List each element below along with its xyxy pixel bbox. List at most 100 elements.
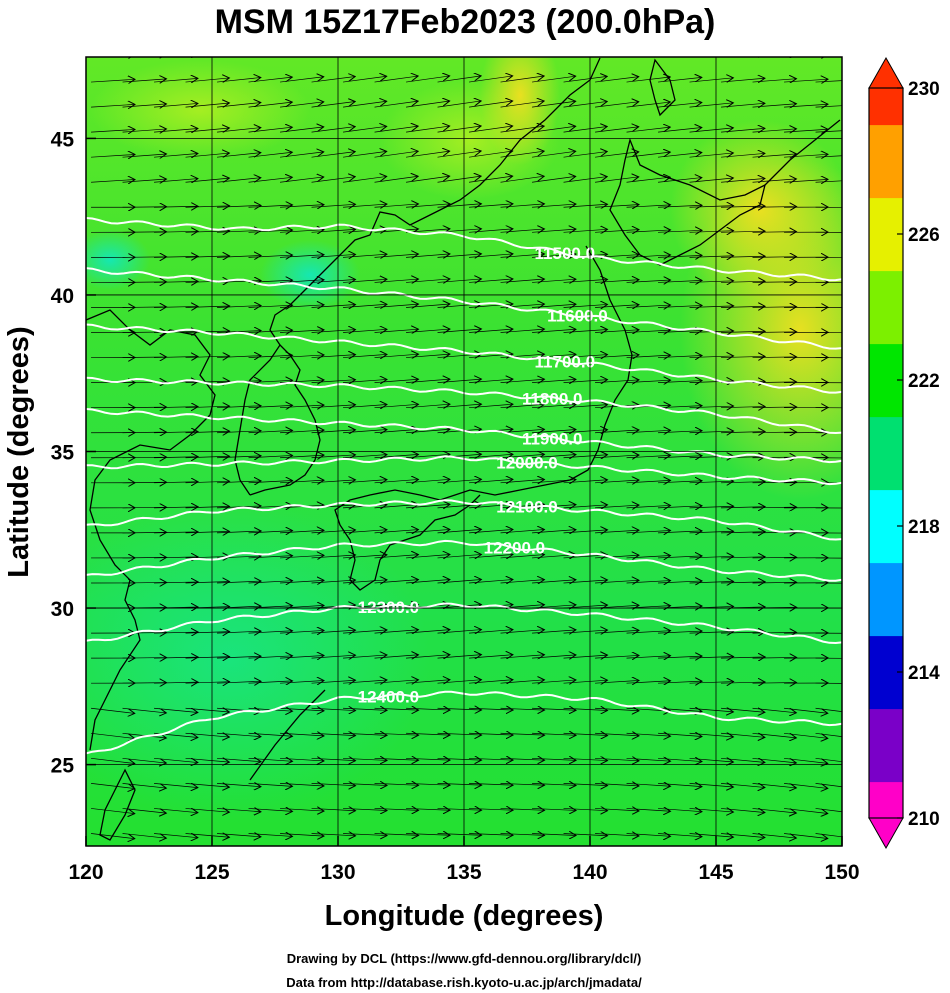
colorbar-segment bbox=[869, 745, 903, 764]
wind-vector bbox=[469, 479, 513, 482]
wind-vector bbox=[594, 127, 639, 133]
wind-vector bbox=[468, 151, 513, 158]
wind-vector bbox=[217, 153, 261, 158]
wind-vector bbox=[689, 406, 734, 408]
wind-vector bbox=[217, 178, 261, 183]
wind-vector bbox=[154, 432, 198, 433]
x-axis: 120 125 130 135 140 145 150 bbox=[68, 836, 860, 884]
wind-vector bbox=[343, 655, 387, 658]
wind-vector bbox=[311, 580, 356, 583]
wind-vector bbox=[500, 783, 545, 785]
wind-vector bbox=[406, 529, 450, 532]
wind-vector bbox=[689, 531, 734, 533]
wind-vector bbox=[406, 329, 450, 332]
wind-vector bbox=[248, 783, 293, 786]
wind-vector bbox=[595, 630, 639, 633]
colorbar-segment bbox=[869, 489, 903, 509]
plot-area: 11500.0 11600.0 11700.0 11800.0 11900.0 12000… bbox=[86, 57, 842, 846]
wind-vector bbox=[626, 758, 671, 761]
wind-vector bbox=[437, 708, 482, 710]
colorbar-segment bbox=[869, 599, 903, 618]
wind-vector bbox=[154, 281, 198, 282]
wind-vector bbox=[248, 230, 293, 232]
wind-vector bbox=[563, 279, 608, 282]
colorbar-frame bbox=[868, 87, 904, 819]
wind-vector bbox=[500, 758, 545, 760]
wind-vector bbox=[532, 580, 576, 583]
wind-vector bbox=[815, 732, 842, 737]
wind-vector bbox=[437, 429, 482, 433]
wind-vector bbox=[563, 204, 608, 207]
wind-vector bbox=[217, 833, 261, 836]
wind-vector bbox=[563, 57, 567, 58]
wind-vector bbox=[311, 783, 356, 785]
warm-region bbox=[670, 120, 842, 300]
wind-vector bbox=[343, 480, 387, 483]
wind-vector bbox=[500, 429, 545, 432]
wind-vector bbox=[343, 304, 387, 307]
wind-vector bbox=[217, 331, 261, 333]
wind-vector bbox=[311, 733, 356, 735]
credit-data: Data from http://database.rish.kyoto-u.a… bbox=[286, 975, 642, 990]
wind-vector bbox=[311, 630, 356, 633]
wind-vector bbox=[405, 101, 450, 108]
wind-vector bbox=[311, 480, 356, 483]
colorbar-tick-label: 226 bbox=[908, 225, 940, 246]
wind-vector bbox=[279, 152, 324, 158]
wind-vector bbox=[595, 708, 639, 711]
wind-vector bbox=[626, 480, 671, 482]
wind-vector bbox=[343, 605, 387, 608]
wind-vector bbox=[280, 708, 324, 711]
wind-vector bbox=[280, 733, 324, 736]
wind-vector bbox=[154, 582, 198, 583]
wind-vector bbox=[469, 57, 472, 58]
wind-vector bbox=[406, 204, 450, 207]
wind-vector bbox=[532, 783, 576, 785]
wind-vector bbox=[563, 430, 608, 433]
wind-vector bbox=[374, 354, 419, 357]
wind-vector bbox=[90, 707, 135, 713]
wind-vector bbox=[532, 304, 576, 307]
wind-vector bbox=[658, 356, 702, 358]
wind-vector bbox=[248, 581, 293, 583]
wind-vector bbox=[626, 152, 671, 158]
wind-vector bbox=[343, 680, 387, 683]
wind-vector bbox=[563, 555, 608, 558]
wind-vector bbox=[280, 833, 324, 836]
wind-vector bbox=[311, 680, 356, 683]
contour-label: 11700.0 bbox=[535, 352, 596, 371]
wind-vector bbox=[374, 783, 419, 785]
y-tick-label: 30 bbox=[51, 598, 74, 621]
wind-vector bbox=[626, 656, 671, 658]
wind-vector bbox=[469, 229, 513, 232]
wind-vector bbox=[342, 101, 387, 108]
wind-vector bbox=[783, 757, 828, 763]
wind-vector bbox=[248, 808, 293, 811]
wind-vector bbox=[122, 783, 167, 788]
wind-vector bbox=[658, 205, 702, 207]
wind-vector bbox=[406, 229, 450, 232]
colorbar-segment bbox=[869, 179, 903, 199]
wind-vector bbox=[343, 329, 387, 332]
wind-vector bbox=[311, 655, 356, 658]
wind-vector bbox=[154, 206, 198, 207]
wind-vector bbox=[374, 630, 419, 633]
wind-vector bbox=[500, 630, 545, 633]
wind-vector bbox=[721, 256, 765, 257]
wind-vector bbox=[563, 733, 608, 735]
wind-vector bbox=[626, 783, 671, 786]
wind-vector bbox=[595, 330, 639, 333]
wind-vector bbox=[469, 379, 513, 382]
warm-band bbox=[480, 57, 560, 165]
wind-vector bbox=[91, 180, 135, 183]
wind-vector bbox=[280, 783, 324, 786]
wind-vector bbox=[626, 808, 671, 811]
wind-vector bbox=[374, 479, 419, 482]
wind-vector bbox=[500, 76, 545, 83]
wind-vector bbox=[154, 357, 198, 358]
wind-vector bbox=[185, 632, 230, 633]
wind-vector bbox=[343, 279, 387, 282]
wind-vector bbox=[721, 507, 765, 508]
wind-vector bbox=[217, 531, 261, 533]
